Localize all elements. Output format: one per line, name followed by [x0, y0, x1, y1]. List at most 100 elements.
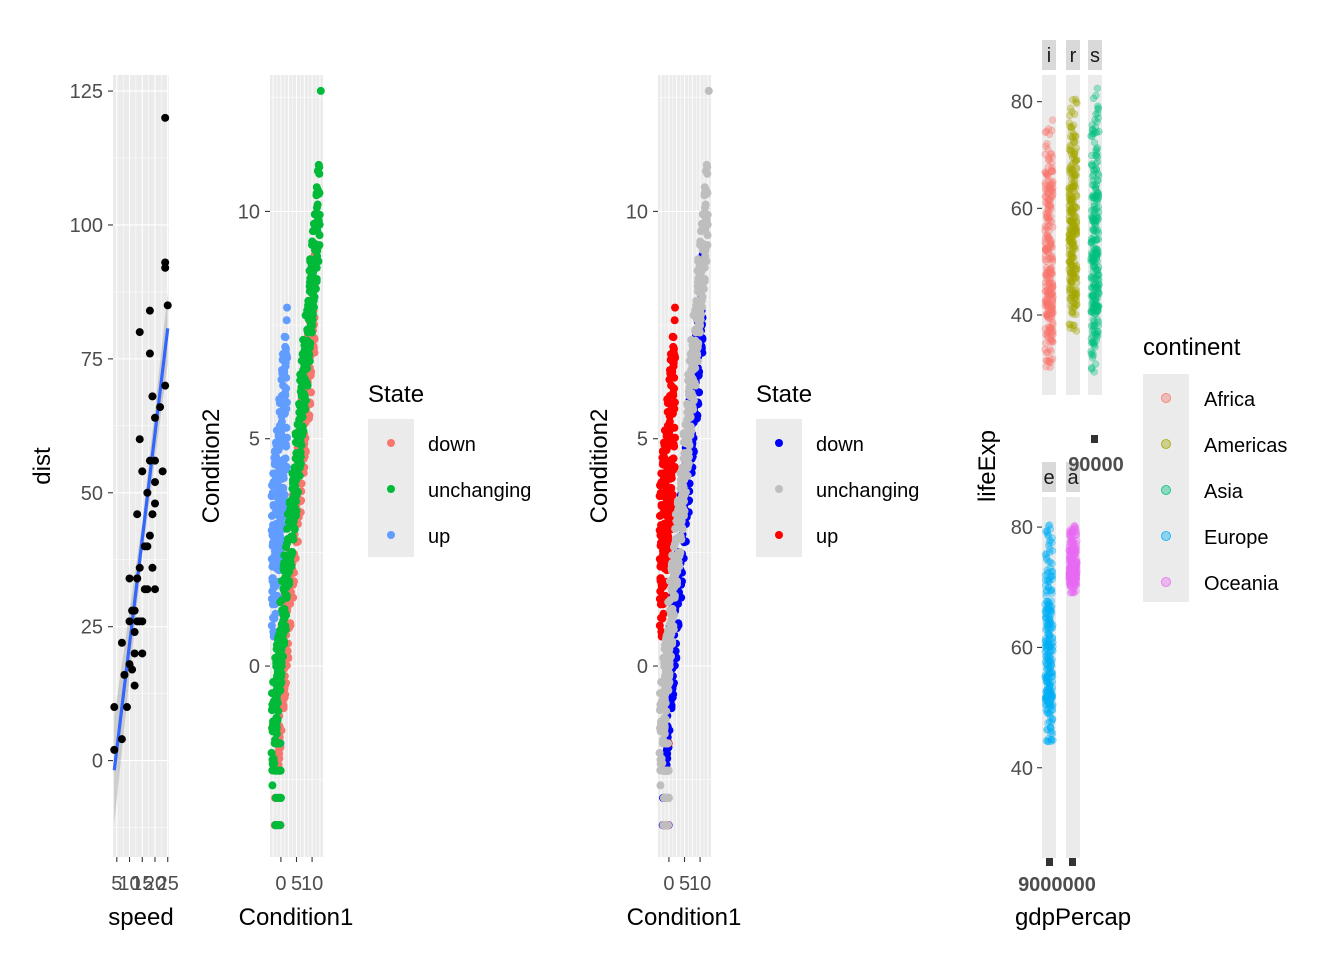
p3-point-unchanging	[661, 739, 670, 748]
p2-point-unchanging	[289, 470, 298, 479]
p2-legend-label-up: up	[428, 526, 450, 548]
p4-point-i	[1044, 171, 1052, 180]
p4-point-s	[1092, 145, 1101, 153]
p3-point-unchanging	[656, 781, 665, 790]
p2-point-unchanging	[312, 263, 321, 272]
p4-facets: i r se a	[1041, 40, 1103, 858]
p4-point-r	[1072, 156, 1081, 165]
p3-legend-key-down	[775, 439, 783, 447]
p4-point-s	[1092, 91, 1100, 100]
p3-point-unchanging	[672, 517, 681, 526]
p2-point-unchanging	[315, 210, 324, 219]
p1-point	[145, 531, 154, 540]
p4-point-s	[1089, 298, 1097, 306]
p4-x-tick-label-row2: 9000000	[1018, 874, 1096, 896]
p2-point-unchanging	[280, 573, 289, 582]
p1-point	[148, 392, 157, 401]
p2-point-up	[282, 373, 291, 382]
p4-x-tick-mark-row1	[1091, 435, 1098, 443]
p2-point-unchanging	[275, 679, 284, 688]
p2-point-unchanging	[293, 463, 302, 472]
p2-point-unchanging	[273, 715, 282, 724]
p3-point-unchanging	[690, 351, 699, 360]
p4-point-e	[1044, 685, 1052, 693]
p3-point-unchanging	[703, 210, 712, 219]
p2-point-unchanging	[300, 405, 309, 414]
p2-point-unchanging	[286, 557, 295, 566]
p1-point	[135, 328, 144, 337]
p4-point-e	[1044, 671, 1053, 679]
p4-point-i	[1046, 201, 1054, 209]
p4-point-r	[1072, 327, 1081, 335]
p4-point-i	[1042, 271, 1051, 279]
p4-point-i	[1048, 187, 1057, 195]
p2-y-tick-label: 5	[249, 429, 260, 451]
p4-point-s	[1091, 264, 1100, 272]
p3-point-unchanging	[703, 169, 712, 178]
p1-point	[123, 703, 131, 712]
p4-point-s	[1090, 129, 1098, 138]
p3-point-unchanging	[668, 573, 677, 582]
p2-point-unchanging	[269, 697, 278, 706]
p4-point-s	[1089, 161, 1097, 170]
p2-y-tick-label: 0	[249, 656, 260, 678]
p4-point-e	[1042, 678, 1050, 686]
p2-point-unchanging	[301, 396, 310, 405]
p4-point-i	[1049, 292, 1057, 300]
p4-point-i	[1044, 156, 1053, 164]
p4-x-tick-mark-row2b	[1069, 858, 1076, 866]
p2-point-unchanging	[267, 706, 276, 715]
p1-point	[143, 542, 152, 551]
p4-facet-strip-label: i	[1047, 45, 1051, 67]
p1-x-tick-label: 15	[131, 873, 153, 895]
p3-point-unchanging	[665, 669, 674, 678]
p2-point-down	[283, 647, 292, 656]
p4-point-r	[1070, 220, 1078, 229]
p4-point-r	[1065, 187, 1073, 195]
p1-point	[151, 456, 159, 465]
p4-point-e	[1046, 545, 1054, 553]
p3-point-unchanging	[670, 539, 679, 548]
p1-y-tick-label: 100	[70, 215, 103, 237]
p4-point-e	[1045, 577, 1053, 585]
p2-point-unchanging	[299, 427, 308, 436]
p4-point-i	[1047, 312, 1055, 321]
p2-point-unchanging	[308, 227, 317, 236]
p3-point-up	[662, 484, 671, 493]
p2-point-unchanging	[297, 441, 306, 450]
p1-point	[138, 649, 147, 658]
p4-point-s	[1090, 138, 1099, 147]
p3-point-unchanging	[677, 470, 686, 479]
p4-point-i	[1046, 273, 1054, 281]
p2-point-up	[279, 498, 288, 507]
p4-point-s	[1090, 274, 1098, 283]
p3-legend-label-unchanging: unchanging	[816, 480, 919, 502]
p1-point	[161, 113, 170, 122]
p1-point	[130, 628, 139, 637]
p3-point-up	[656, 574, 665, 583]
p4-point-s	[1090, 284, 1098, 293]
p4-point-i	[1043, 209, 1051, 218]
p4-facet-strip	[1066, 40, 1080, 70]
p1-point	[128, 665, 137, 674]
p4-point-r	[1072, 268, 1080, 276]
p4-point-r	[1070, 259, 1079, 267]
p2-point-unchanging	[286, 497, 295, 506]
p1-fit-line	[112, 328, 170, 771]
p4-point-s	[1093, 329, 1101, 338]
p3-y-tick-label: 5	[637, 429, 648, 451]
p2-point-unchanging	[314, 160, 323, 169]
p3-point-unchanging	[670, 593, 679, 602]
p4-point-i	[1048, 279, 1057, 287]
p4-point-i	[1046, 334, 1055, 343]
p3-point-unchanging	[685, 383, 694, 392]
p4-point-e	[1043, 598, 1051, 606]
p4-legend-label-Oceania: Oceania	[1204, 573, 1279, 595]
p3-point-unchanging	[681, 420, 690, 429]
p3-point-unchanging	[704, 86, 713, 95]
p2-point-unchanging	[274, 707, 283, 716]
p1-y-tick-label: 50	[81, 483, 103, 505]
p2-point-up	[271, 452, 280, 461]
